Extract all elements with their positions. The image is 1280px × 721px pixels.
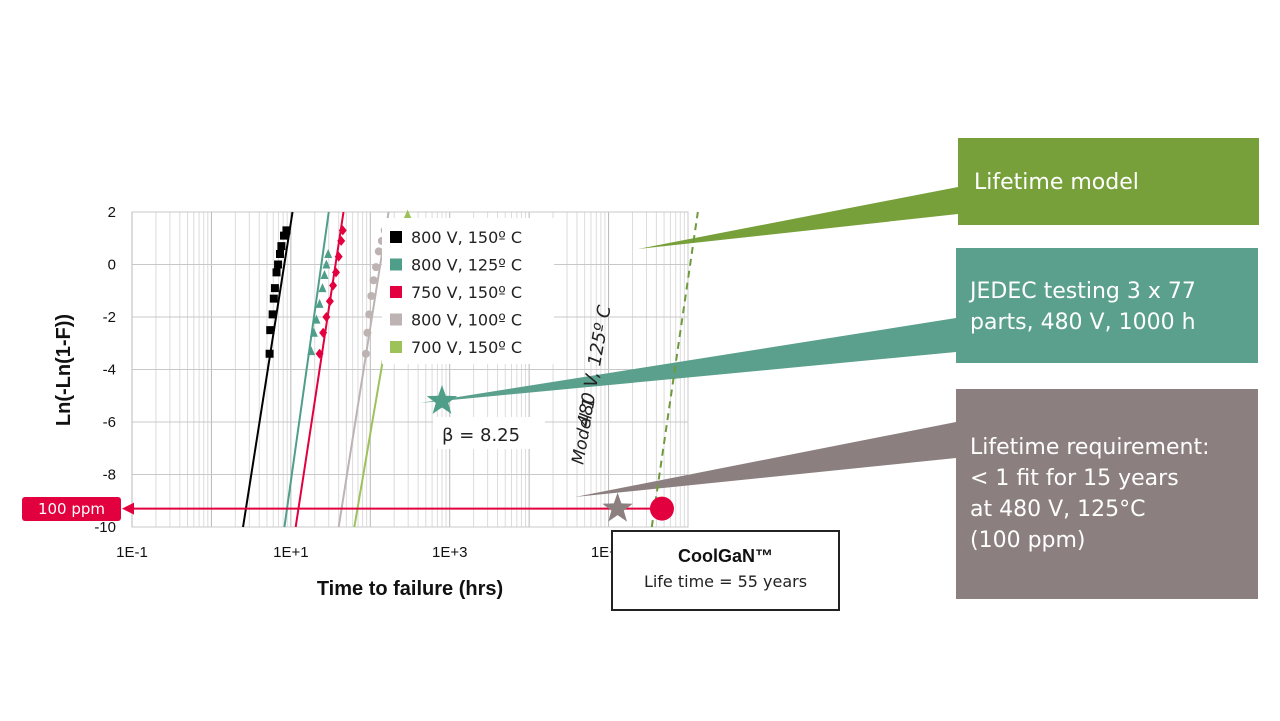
data-point: [325, 296, 334, 307]
coolgan-lifetime: Life time = 55 years: [643, 572, 808, 591]
callout-lifetime-model-text: Lifetime model: [974, 170, 1139, 195]
y-tick-label: -8: [103, 467, 116, 484]
data-point: [268, 310, 277, 319]
beta-label-background: [433, 417, 545, 449]
data-point: [277, 242, 286, 251]
series-group: [294, 211, 347, 528]
series-fit-line: [294, 211, 345, 528]
series-fit-line: [337, 211, 390, 528]
data-point: [319, 327, 328, 338]
grey-star-marker: [602, 492, 633, 522]
data-point: [270, 284, 279, 293]
data-point: [369, 276, 378, 285]
callout-requirement-line2: < 1 fit for 15 years: [970, 466, 1179, 491]
data-point: [322, 312, 331, 322]
data-point: [309, 327, 318, 337]
model-line: [650, 211, 699, 528]
data-point: [274, 260, 283, 269]
series-group: [283, 211, 333, 528]
callout-requirement-line3: at 480 V, 125°C: [970, 497, 1146, 522]
data-point: [320, 270, 329, 279]
data-point: [361, 349, 370, 358]
series-group: [242, 211, 294, 528]
legend-label: 750 V, 150º C: [411, 283, 522, 302]
data-point: [307, 346, 316, 356]
series-fit-line: [242, 211, 294, 528]
teal-star-marker: [426, 385, 458, 414]
y-tick-label: -2: [103, 309, 116, 326]
chart-legend: 800 V, 150º C 800 V, 125º C 750 V, 150º C 8…: [382, 218, 554, 364]
legend-label: 800 V, 150º C: [411, 228, 522, 247]
data-point: [334, 251, 343, 262]
callout-jedec: JEDEC testing 3 x 77 parts, 480 V, 1000 …: [956, 248, 1258, 363]
data-point: [324, 249, 333, 258]
legend-label: 800 V, 100º C: [411, 311, 522, 330]
coolgan-box: CoolGaN™ Life time = 55 years: [611, 530, 840, 611]
data-point: [269, 294, 278, 303]
ppm-label: 100 ppm: [22, 497, 121, 521]
x-tick-label: 1E-1: [116, 544, 148, 561]
data-point: [272, 268, 281, 277]
legend-background: [382, 218, 554, 364]
callout-lifetime-model: Lifetime model: [958, 138, 1259, 225]
y-tick-label: 2: [108, 204, 116, 221]
callout-pointers: [420, 187, 958, 497]
data-point: [315, 348, 324, 359]
x-axis-title: Time to failure (hrs): [317, 578, 503, 600]
coolgan-title: CoolGaN™: [677, 546, 773, 566]
data-point: [282, 226, 291, 235]
callout-wedge-lifetime: [638, 187, 958, 249]
data-point: [318, 283, 327, 293]
ppm-arrowhead: [122, 502, 134, 515]
beta-label: β = 8.25: [442, 425, 520, 446]
callout-jedec-line1: JEDEC testing 3 x 77: [970, 279, 1196, 304]
data-point: [374, 247, 383, 256]
legend-label: 800 V, 125º C: [411, 256, 522, 275]
data-point: [312, 314, 321, 324]
data-point: [331, 267, 340, 278]
y-tick-label: 0: [108, 257, 116, 274]
data-point: [367, 292, 376, 300]
callout-wedge-jedec: [420, 318, 956, 403]
legend-swatch: [390, 341, 402, 353]
legend-swatch: [390, 286, 402, 298]
data-point: [371, 263, 380, 272]
data-point: [365, 310, 374, 319]
callout-wedge-requirement: [575, 422, 956, 497]
data-point: [322, 259, 331, 269]
legend-swatch: [390, 231, 402, 243]
data-point: [315, 298, 324, 308]
callout-requirement-line1: Lifetime requirement:: [970, 435, 1210, 460]
data-point: [338, 225, 347, 236]
y-axis-title: Ln(-Ln(1-F)): [53, 314, 75, 426]
legend-label: 700 V, 150º C: [411, 338, 522, 357]
y-tick-label: -4: [103, 362, 116, 379]
callout-requirement-line4: (100 ppm): [970, 528, 1086, 553]
data-point: [276, 250, 285, 258]
legend-swatch: [390, 258, 402, 271]
data-point: [363, 328, 372, 337]
y-tick-label: -10: [94, 519, 116, 536]
series-fit-line: [283, 211, 330, 528]
data-point: [403, 209, 412, 219]
data-point: [329, 280, 338, 291]
lifetime-point-marker: [649, 496, 674, 521]
data-point: [280, 231, 289, 240]
callout-requirement: Lifetime requirement: < 1 fit for 15 yea…: [956, 389, 1258, 599]
data-point: [266, 326, 275, 335]
x-tick-label: 1E+1: [273, 544, 308, 561]
callout-jedec-line2: parts, 480 V, 1000 h: [970, 310, 1196, 335]
legend-swatch: [390, 313, 402, 326]
data-point: [337, 235, 346, 246]
y-tick-label: -6: [103, 414, 116, 431]
data-point: [265, 349, 274, 358]
x-tick-label: 1E+3: [432, 544, 467, 561]
